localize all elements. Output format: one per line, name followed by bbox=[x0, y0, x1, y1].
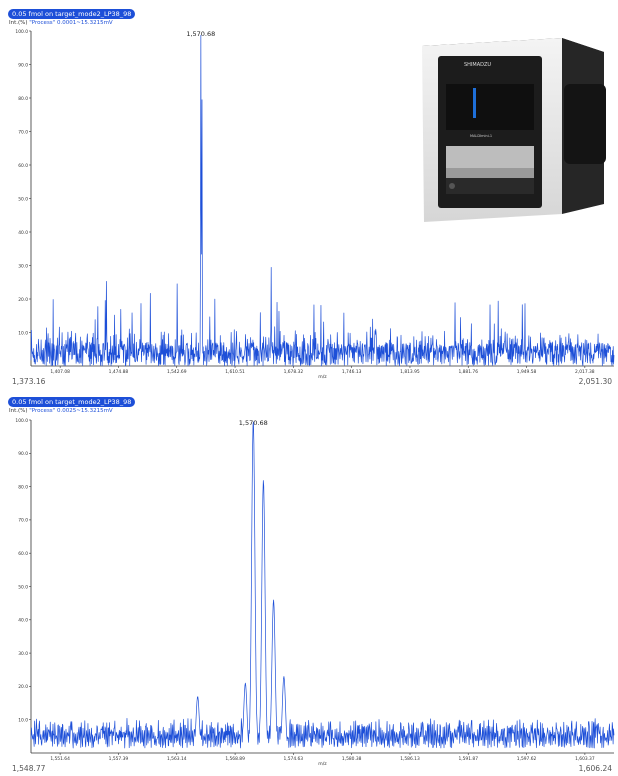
process-range: 0.0025~15.3215mV bbox=[56, 408, 113, 414]
x-tick-label: 1,603.37 bbox=[575, 756, 595, 762]
y-tick-label: 60.0 bbox=[18, 163, 28, 169]
y-tick-label: 10.0 bbox=[18, 718, 28, 724]
x-tick-label: 1,610.51 bbox=[225, 369, 245, 375]
x-tick-label: 1,746.13 bbox=[342, 369, 362, 375]
x-tick-label: 1,678.32 bbox=[284, 369, 304, 375]
instrument-brand: SHIMADZU bbox=[464, 62, 491, 68]
spectrum-chart-full: 10.0 20.0 30.0 40.0 50.0 60.0 70.0 80.0 90.0 100.… bbox=[15, 29, 615, 380]
mz-range-min: 1,548.77 bbox=[12, 764, 46, 773]
x-tick-label: 1,580.38 bbox=[342, 756, 362, 762]
spectrum-title-pill[interactable]: 0.05 fmol on target_mode2_LP38_98 bbox=[8, 397, 136, 407]
y-tick-label: 80.0 bbox=[18, 484, 28, 490]
x-tick-label: 1,881.76 bbox=[458, 369, 478, 375]
x-tick-label: 2,017.38 bbox=[575, 369, 595, 375]
y-tick-label: 90.0 bbox=[18, 451, 28, 457]
y-tick-label: 30.0 bbox=[18, 651, 28, 657]
process-label: "Process" bbox=[29, 408, 56, 414]
y-tick-label: 60.0 bbox=[18, 551, 28, 557]
x-tick-label: 1,474.88 bbox=[109, 369, 129, 375]
y-tick-label: 70.0 bbox=[18, 518, 28, 524]
y-tick-label: 100.0 bbox=[15, 29, 28, 35]
process-range: 0.0001~15.3215mV bbox=[56, 20, 113, 26]
x-tick-label: 1,557.39 bbox=[109, 756, 129, 762]
spectrum-process-info: Int.(%) "Process" 0.0001~15.3215mV bbox=[9, 20, 113, 26]
chart-axes: 10.0 20.0 30.0 40.0 50.0 60.0 70.0 80.0 90.0 100.… bbox=[15, 29, 614, 380]
y-tick-label: 80.0 bbox=[18, 96, 28, 102]
x-tick-label: 1,586.13 bbox=[400, 756, 420, 762]
x-tick-label: 1,568.89 bbox=[225, 756, 245, 762]
x-tick-label: 1,542.69 bbox=[167, 369, 187, 375]
x-tick-label: 1,574.63 bbox=[284, 756, 304, 762]
spectrum-title-pill[interactable]: 0.05 fmol on target_mode2_LP38_98 bbox=[8, 9, 136, 19]
y-tick-label: 10.0 bbox=[18, 330, 28, 336]
mz-range-max: 1,606.24 bbox=[578, 764, 612, 773]
x-tick-label: 1,597.62 bbox=[517, 756, 537, 762]
spectrum-panel-full: 0.05 fmol on target_mode2_LP38_98 Int.(%… bbox=[8, 9, 615, 386]
mz-range-min: 1,373.16 bbox=[12, 377, 46, 386]
y-tick-label: 70.0 bbox=[18, 129, 28, 135]
x-axis-label: m/z bbox=[318, 761, 327, 767]
intensity-unit: Int.(%) bbox=[9, 408, 28, 414]
x-tick-label: 1,563.14 bbox=[167, 756, 187, 762]
y-tick-label: 20.0 bbox=[18, 684, 28, 690]
intensity-unit: Int.(%) bbox=[9, 20, 28, 26]
spectrum-process-info: Int.(%) "Process" 0.0025~15.3215mV bbox=[9, 408, 113, 414]
y-tick-label: 90.0 bbox=[18, 62, 28, 68]
instrument-model: MALDImini-1 bbox=[470, 134, 492, 138]
y-tick-label: 40.0 bbox=[18, 230, 28, 236]
chart-axes: 10.0 20.0 30.0 40.0 50.0 60.0 70.0 80.0 90.0 100.… bbox=[15, 418, 614, 767]
x-tick-label: 1,407.08 bbox=[50, 369, 70, 375]
x-tick-label: 1,813.95 bbox=[400, 369, 420, 375]
x-tick-label: 1,551.64 bbox=[50, 756, 70, 762]
y-tick-label: 30.0 bbox=[18, 263, 28, 269]
spectrum-trace bbox=[30, 421, 615, 749]
maldi-instrument-image: SHIMADZU MALDImini-1 bbox=[422, 38, 606, 222]
y-tick-label: 50.0 bbox=[18, 196, 28, 202]
peak-label: 1,570.68 bbox=[186, 30, 215, 38]
peak-label: 1,570.68 bbox=[239, 419, 268, 427]
y-tick-label: 50.0 bbox=[18, 584, 28, 590]
spectrum-chart-zoom: 10.0 20.0 30.0 40.0 50.0 60.0 70.0 80.0 90.0 100.… bbox=[15, 418, 615, 767]
spectrum-trace bbox=[30, 35, 615, 367]
x-tick-label: 1,949.58 bbox=[517, 369, 537, 375]
mz-range-max: 2,051.30 bbox=[578, 377, 612, 386]
spectrum-panel-zoom: 0.05 fmol on target_mode2_LP38_98 Int.(%… bbox=[0, 394, 618, 776]
y-tick-label: 40.0 bbox=[18, 618, 28, 624]
x-axis-label: m/z bbox=[318, 374, 327, 380]
y-tick-label: 20.0 bbox=[18, 297, 28, 303]
y-tick-label: 100.0 bbox=[15, 418, 28, 424]
x-tick-label: 1,591.87 bbox=[458, 756, 478, 762]
process-label: "Process" bbox=[29, 20, 56, 26]
